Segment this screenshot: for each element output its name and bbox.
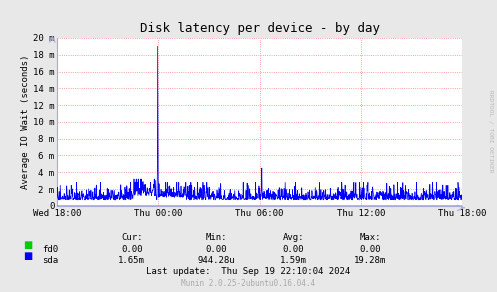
Text: 0.00: 0.00 [359, 245, 381, 254]
Text: fd0: fd0 [42, 245, 58, 254]
Text: Last update:  Thu Sep 19 22:10:04 2024: Last update: Thu Sep 19 22:10:04 2024 [147, 267, 350, 276]
Text: RRDTOOL / TOBI OETIKER: RRDTOOL / TOBI OETIKER [489, 90, 494, 173]
Text: 0.00: 0.00 [205, 245, 227, 254]
Text: Max:: Max: [359, 233, 381, 242]
Text: Avg:: Avg: [282, 233, 304, 242]
Text: 19.28m: 19.28m [354, 256, 386, 265]
Text: 0.00: 0.00 [282, 245, 304, 254]
Text: 0.00: 0.00 [121, 245, 143, 254]
Text: Cur:: Cur: [121, 233, 143, 242]
Text: ■: ■ [23, 240, 32, 250]
Y-axis label: Average IO Wait (seconds): Average IO Wait (seconds) [21, 55, 30, 189]
Text: ■: ■ [23, 251, 32, 261]
Text: Munin 2.0.25-2ubuntu0.16.04.4: Munin 2.0.25-2ubuntu0.16.04.4 [181, 279, 316, 288]
Title: Disk latency per device - by day: Disk latency per device - by day [140, 22, 380, 35]
Text: 1.59m: 1.59m [280, 256, 307, 265]
Text: 944.28u: 944.28u [197, 256, 235, 265]
Text: sda: sda [42, 256, 58, 265]
Text: Min:: Min: [205, 233, 227, 242]
Text: 1.65m: 1.65m [118, 256, 145, 265]
